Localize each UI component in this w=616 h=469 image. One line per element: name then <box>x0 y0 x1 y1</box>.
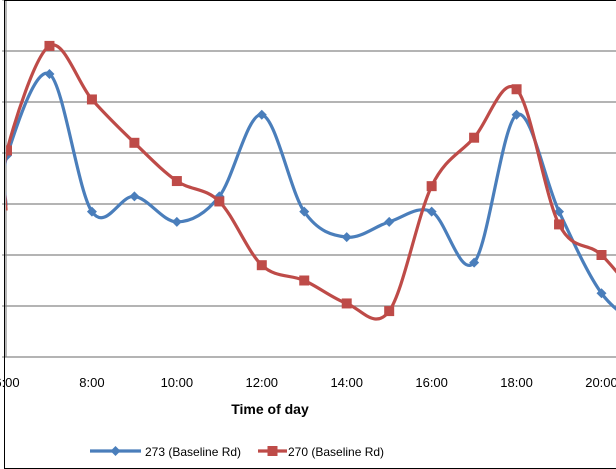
data-point <box>426 206 437 217</box>
data-point <box>6 145 12 156</box>
x-axis-title: Time of day <box>231 401 309 417</box>
legend-label: 273 (Baseline Rd) <box>145 445 241 459</box>
data-point <box>341 298 352 309</box>
data-point <box>341 232 352 243</box>
x-tick-label: 20:00 <box>585 375 616 390</box>
x-tick-label: 6:00 <box>0 375 20 390</box>
data-point <box>299 275 310 286</box>
data-point <box>554 219 565 230</box>
series-line <box>6 43 616 321</box>
series-1 <box>6 68 616 311</box>
data-point <box>86 94 97 105</box>
series-line <box>6 71 616 311</box>
data-point <box>384 306 395 317</box>
data-point <box>469 257 480 268</box>
data-point <box>511 109 522 120</box>
series-2 <box>6 40 616 321</box>
data-point <box>299 206 310 217</box>
data-point <box>86 206 97 217</box>
axes <box>2 0 616 358</box>
data-point <box>426 181 437 192</box>
legend-item: 273 (Baseline Rd) <box>90 445 241 459</box>
data-point <box>469 132 480 143</box>
legend-marker <box>267 446 278 456</box>
x-tick-labels: 6:00 8:00 10:00 12:00 14:00 16:00 18:00 20:00 <box>0 375 616 390</box>
data-point <box>596 250 607 260</box>
data-point <box>511 84 522 95</box>
legend-label: 270 (Baseline Rd) <box>288 445 384 459</box>
x-tick-label: 12:00 <box>246 375 279 390</box>
data-point <box>129 137 140 148</box>
series-layer <box>6 40 616 321</box>
chart-border <box>4 0 616 469</box>
data-point <box>256 109 267 120</box>
data-point <box>256 260 267 271</box>
data-point <box>44 40 55 51</box>
data-point <box>214 196 225 207</box>
x-tick-label: 16:00 <box>415 375 448 390</box>
x-tick-label: 8:00 <box>79 375 104 390</box>
data-point <box>171 176 182 187</box>
x-tick-label: 14:00 <box>330 375 363 390</box>
data-point <box>171 216 182 227</box>
data-point <box>596 288 607 299</box>
legend-marker <box>110 446 121 456</box>
gridlines <box>5 50 616 307</box>
x-tick-label: 10:00 <box>161 375 194 390</box>
data-point <box>129 191 140 202</box>
x-tick-label: 18:00 <box>500 375 533 390</box>
data-point <box>384 216 395 227</box>
legend: 273 (Baseline Rd) 270 (Baseline Rd) <box>90 445 384 459</box>
data-point <box>44 68 55 79</box>
legend-item: 270 (Baseline Rd) <box>258 445 384 459</box>
